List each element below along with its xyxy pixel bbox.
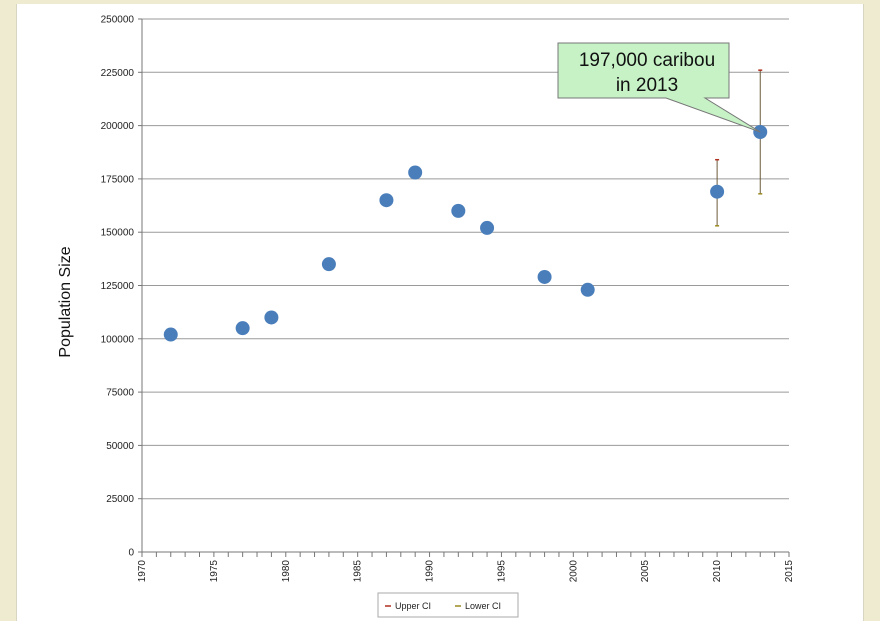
y-tick-label: 150000 <box>101 228 135 239</box>
data-point <box>581 283 595 297</box>
x-tick-label: 1970 <box>137 560 148 583</box>
data-point <box>322 257 336 271</box>
x-tick-label: 2000 <box>568 560 579 583</box>
callout-line-1: 197,000 caribou <box>579 50 715 71</box>
x-tick-label: 1975 <box>209 560 220 583</box>
legend-label-lower-ci: Lower CI <box>465 601 501 611</box>
y-tick-label: 225000 <box>101 68 135 79</box>
data-points <box>164 125 767 342</box>
data-point <box>379 193 393 207</box>
y-tick-labels: 0 25000 50000 75000 100000 125000 150000 175000… <box>101 15 135 559</box>
y-axis-title: Population Size <box>57 246 74 357</box>
y-tick-label: 25000 <box>106 494 134 505</box>
chart-frame: 0 25000 50000 75000 100000 125000 150000 175000… <box>16 4 864 621</box>
data-point <box>236 321 250 335</box>
x-tick-label: 2005 <box>640 560 651 583</box>
data-point <box>710 185 724 199</box>
legend-label-upper-ci: Upper CI <box>395 601 431 611</box>
data-point <box>451 204 465 218</box>
x-tick-label: 1980 <box>281 560 292 583</box>
y-tick-label: 50000 <box>106 441 134 452</box>
x-tick-label: 2010 <box>712 560 723 583</box>
x-tick-label: 1990 <box>425 560 436 583</box>
legend: Upper CI Lower CI <box>378 593 518 617</box>
callout-line-2: in 2013 <box>616 75 678 96</box>
x-tick-labels: 1970 1975 1980 1985 1990 1995 2000 2005 2010 2015 <box>137 560 795 583</box>
y-tick-label: 125000 <box>101 281 135 292</box>
x-tick-label: 2015 <box>784 560 795 583</box>
x-tick-label: 1995 <box>496 560 507 583</box>
population-scatter-chart: 0 25000 50000 75000 100000 125000 150000 175000… <box>17 4 863 621</box>
y-tick-label: 0 <box>128 548 134 559</box>
y-tick-label: 75000 <box>106 388 134 399</box>
y-tick-label: 250000 <box>101 15 135 26</box>
data-point <box>264 310 278 324</box>
data-point <box>538 270 552 284</box>
y-tick-label: 175000 <box>101 174 135 185</box>
x-tick-label: 1985 <box>353 560 364 583</box>
y-tick-label: 200000 <box>101 121 135 132</box>
data-point <box>480 221 494 235</box>
data-point <box>164 328 178 342</box>
data-point <box>408 166 422 180</box>
y-tick-label: 100000 <box>101 334 135 345</box>
annotation-callout: 197,000 caribou in 2013 <box>558 43 760 132</box>
